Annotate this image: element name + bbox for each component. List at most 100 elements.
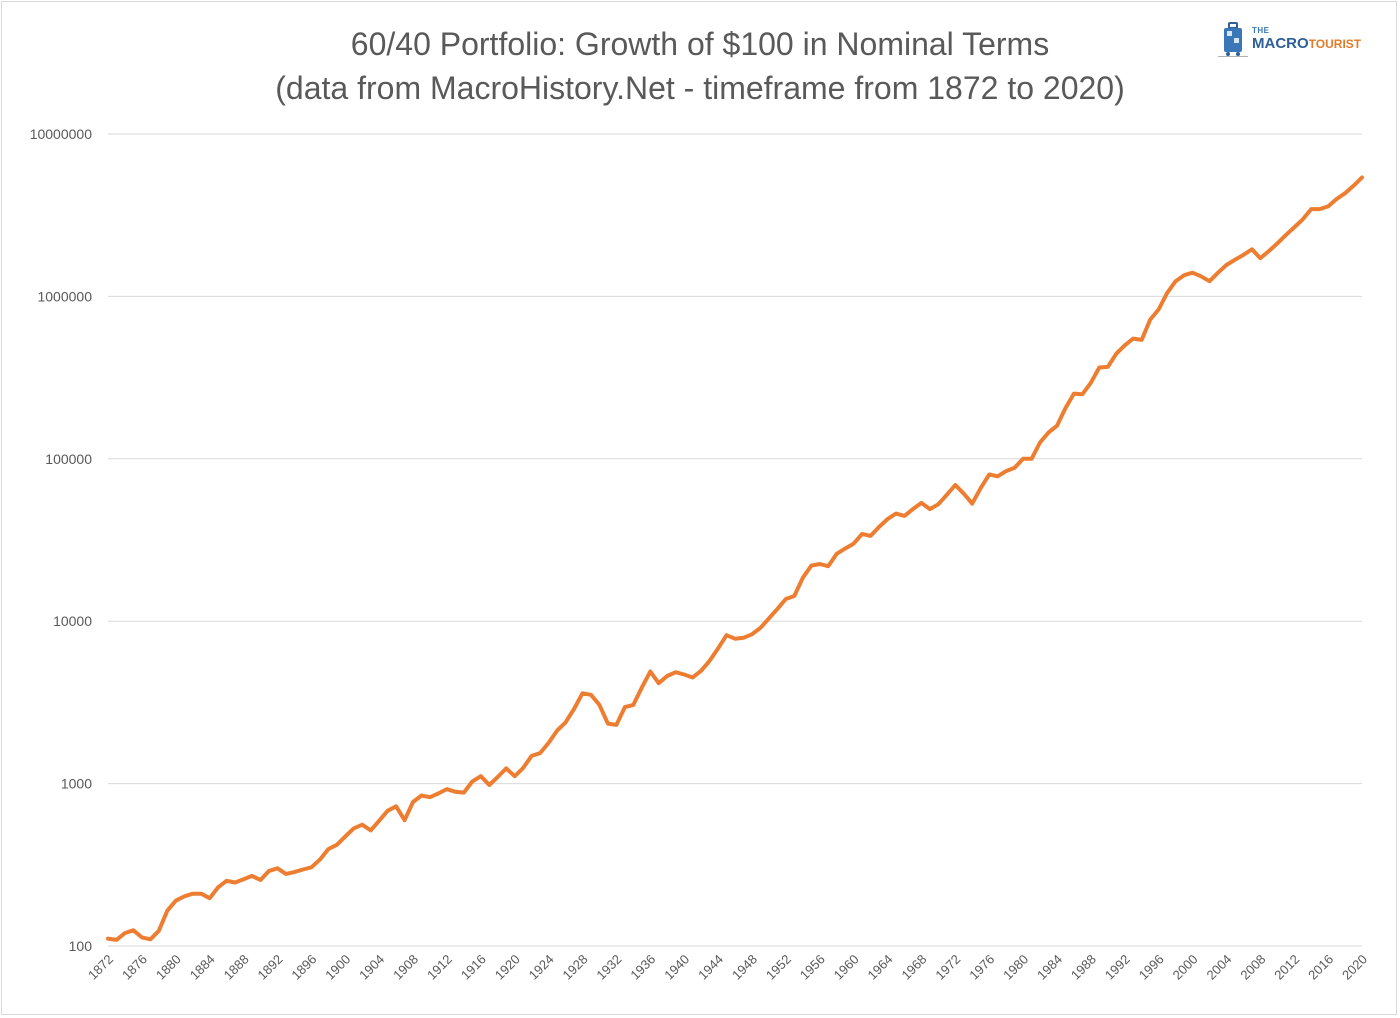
- data-point: [674, 670, 678, 674]
- data-point: [877, 525, 881, 529]
- data-point: [564, 720, 567, 724]
- data-point: [1114, 352, 1118, 356]
- data-point: [1335, 197, 1339, 201]
- data-point: [708, 659, 712, 663]
- data-point: [894, 512, 898, 516]
- data-point: [928, 507, 932, 511]
- data-point: [267, 869, 271, 873]
- data-point: [1106, 365, 1110, 369]
- data-point: [462, 791, 466, 795]
- data-point: [572, 707, 576, 711]
- x-tick-label: 1928: [560, 952, 591, 983]
- data-point: [1182, 273, 1186, 277]
- data-point: [826, 564, 830, 568]
- x-tick-label: 1884: [187, 952, 218, 983]
- data-point: [309, 865, 313, 869]
- data-point: [1055, 424, 1059, 428]
- data-point: [852, 542, 856, 546]
- logo-the-text: THE: [1252, 26, 1270, 35]
- data-point: [1123, 343, 1127, 347]
- data-point: [758, 626, 762, 630]
- data-point: [936, 502, 940, 506]
- data-point: [1224, 263, 1228, 267]
- data-point: [225, 879, 229, 883]
- data-point: [767, 616, 771, 620]
- data-point: [1157, 308, 1161, 311]
- data-point: [208, 896, 212, 900]
- x-tick-label: 1936: [627, 952, 658, 983]
- x-tick-label: 1996: [1136, 952, 1167, 983]
- x-tick-label: 1916: [458, 952, 489, 983]
- data-point: [216, 885, 220, 889]
- data-point: [123, 931, 127, 935]
- data-point: [521, 766, 525, 770]
- logo-wordmark: MACROTOURIST: [1252, 35, 1361, 52]
- x-tick-label: 1876: [119, 952, 150, 983]
- data-point: [1233, 258, 1237, 262]
- data-point: [1174, 279, 1178, 283]
- data-point: [115, 938, 118, 942]
- data-point: [1216, 271, 1220, 275]
- x-tick-label: 1900: [322, 952, 353, 983]
- data-point: [301, 868, 305, 871]
- data-point: [996, 474, 1000, 478]
- x-tick-label: 1976: [966, 952, 997, 983]
- data-point: [818, 562, 822, 566]
- data-point: [597, 703, 601, 707]
- data-point: [691, 676, 695, 679]
- data-point: [377, 819, 381, 823]
- data-point: [428, 795, 432, 799]
- data-point: [276, 866, 279, 870]
- data-point: [657, 681, 661, 685]
- data-point: [1030, 457, 1034, 461]
- x-tick-label: 1984: [1034, 952, 1065, 983]
- data-point: [1309, 207, 1313, 211]
- data-point: [547, 741, 551, 745]
- x-tick-label: 1960: [831, 952, 862, 983]
- data-point: [1021, 457, 1025, 461]
- data-point: [581, 691, 584, 695]
- gridlines: [108, 133, 1362, 947]
- data-point: [487, 783, 491, 787]
- data-point: [716, 646, 720, 650]
- data-point: [1047, 431, 1050, 435]
- data-point: [470, 780, 474, 783]
- x-tick-label: 2008: [1237, 952, 1268, 983]
- data-point: [411, 800, 415, 804]
- data-point: [911, 507, 915, 511]
- data-point: [369, 828, 373, 832]
- data-point: [1080, 392, 1084, 396]
- data-point: [242, 877, 246, 881]
- x-tick-label: 1904: [356, 952, 387, 983]
- data-point: [233, 881, 237, 884]
- data-point: [403, 818, 407, 822]
- x-tick-label: 1888: [221, 952, 252, 983]
- data-point: [182, 894, 186, 898]
- x-tick-label: 1980: [1000, 952, 1031, 983]
- data-point: [191, 892, 195, 896]
- data-point: [1267, 249, 1271, 253]
- x-tick-label: 1932: [593, 952, 624, 983]
- chart-title: 60/40 Portfolio: Growth of $100 in Nomin…: [350, 26, 1050, 62]
- x-tick-label: 2004: [1203, 952, 1234, 983]
- data-point: [1326, 204, 1330, 208]
- data-point: [1292, 225, 1296, 229]
- data-point: [1063, 406, 1067, 410]
- x-tick-label: 1896: [288, 952, 319, 983]
- data-point: [386, 809, 390, 813]
- data-point: [199, 892, 203, 896]
- data-point: [250, 874, 254, 878]
- data-point: [809, 564, 813, 568]
- x-tick-label: 1912: [424, 952, 455, 983]
- data-point: [1038, 441, 1042, 444]
- y-tick-label: 10000: [53, 613, 92, 629]
- data-point: [725, 633, 728, 637]
- data-point: [1343, 191, 1347, 195]
- data-point: [750, 632, 754, 636]
- data-point: [614, 723, 618, 727]
- x-tick-label: 1940: [661, 952, 692, 983]
- data-point: [792, 594, 796, 598]
- x-tick-label: 1952: [763, 952, 794, 983]
- data-point: [292, 870, 296, 874]
